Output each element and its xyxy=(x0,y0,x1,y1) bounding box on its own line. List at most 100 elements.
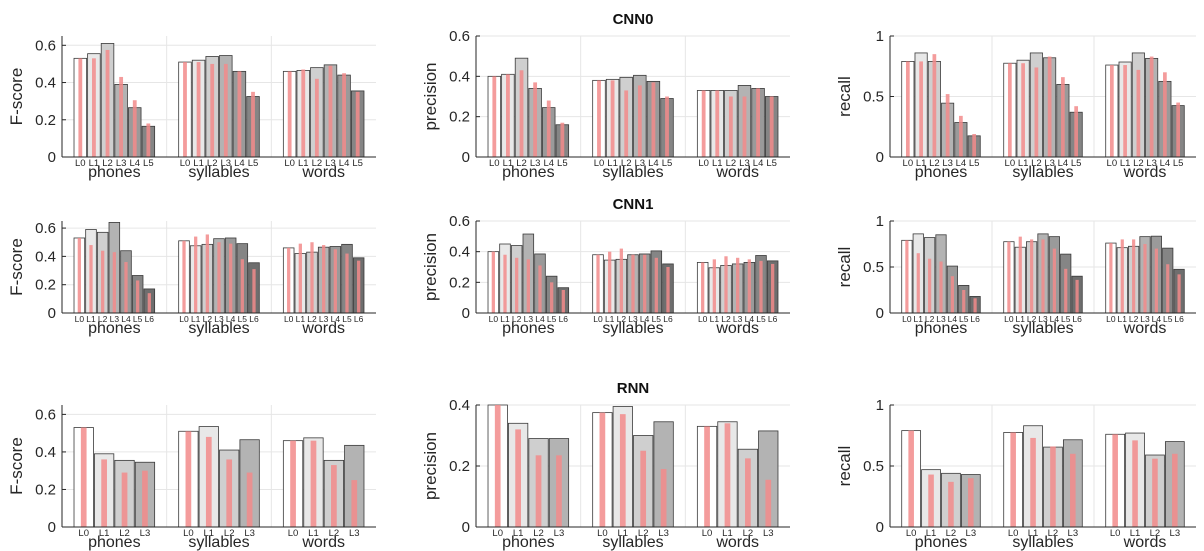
overlay-bar-phones-l0 xyxy=(905,61,910,157)
level-label: L3 xyxy=(110,314,120,324)
level-label: L3 xyxy=(325,158,336,169)
group-label-phones: phones xyxy=(502,164,555,181)
y-tick-label: 0.2 xyxy=(35,481,56,498)
level-label: L3 xyxy=(1140,314,1150,324)
overlay-bar-words-l4 xyxy=(756,88,760,157)
level-label: L2 xyxy=(307,314,317,324)
overlay-bar-phones-l2 xyxy=(535,455,542,527)
level-label: L5 xyxy=(1173,158,1184,169)
level-label: L0 xyxy=(593,314,603,324)
level-label: L5 xyxy=(547,314,557,324)
overlay-bar-words-l1 xyxy=(298,243,302,313)
overlay-bar-words-l6 xyxy=(1177,274,1181,313)
overlay-bar-words-l0 xyxy=(701,90,706,157)
level-label: L2 xyxy=(119,528,130,539)
level-label: L1 xyxy=(1028,528,1039,539)
level-label: L0 xyxy=(597,528,608,539)
overlay-bar-words-l1 xyxy=(712,259,716,313)
overlay-bar-syllables-l1 xyxy=(205,436,212,527)
y-axis-label: precision xyxy=(421,432,440,500)
overlay-bar-phones-l0 xyxy=(78,58,83,157)
overlay-bar-syllables-l5 xyxy=(1064,268,1068,313)
level-label: L0 xyxy=(288,528,299,539)
level-label: L0 xyxy=(1008,528,1019,539)
overlay-bar-words-l2 xyxy=(331,465,337,527)
y-axis-label: F-score xyxy=(7,68,26,126)
level-label: L1 xyxy=(618,528,629,539)
level-label: L5 xyxy=(133,314,143,324)
overlay-bar-syllables-l6 xyxy=(252,269,256,313)
level-label: L4 xyxy=(339,158,350,169)
overlay-bar-syllables-l3 xyxy=(660,469,667,527)
overlay-bar-phones-l1 xyxy=(919,61,923,157)
overlay-bar-phones-l3 xyxy=(119,76,124,157)
level-label: L2 xyxy=(1133,158,1144,169)
level-label: L3 xyxy=(349,528,360,539)
overlay-bar-phones-l3 xyxy=(556,455,562,527)
overlay-bar-words-l5 xyxy=(1166,264,1170,313)
overlay-bar-syllables-l0 xyxy=(182,240,186,313)
overlay-bar-syllables-l5 xyxy=(665,96,669,157)
level-label: L1 xyxy=(607,158,618,169)
level-label: L3 xyxy=(524,314,534,324)
level-label: L5 xyxy=(352,158,363,169)
level-label: L5 xyxy=(1061,314,1071,324)
overlay-bar-phones-l6 xyxy=(147,293,151,313)
group-label-syllables: syllables xyxy=(602,534,663,551)
level-label: L3 xyxy=(1068,528,1079,539)
level-label: L1 xyxy=(308,528,319,539)
overlay-bar-syllables-l0 xyxy=(183,62,187,157)
overlay-bar-syllables-l1 xyxy=(196,62,201,157)
group-label-syllables: syllables xyxy=(602,320,663,337)
level-label: L5 xyxy=(342,314,352,324)
y-tick-label: 0 xyxy=(462,305,470,322)
group-label-syllables: syllables xyxy=(1012,164,1073,181)
level-label: L4 xyxy=(640,314,650,324)
overlay-bar-words-l2 xyxy=(314,78,319,157)
group-label-phones: phones xyxy=(88,320,141,337)
level-label: L2 xyxy=(102,158,113,169)
level-label: L3 xyxy=(116,158,127,169)
y-axis-label: precision xyxy=(421,62,440,130)
level-label: L3 xyxy=(1044,158,1055,169)
level-label: L0 xyxy=(75,314,85,324)
level-label: L3 xyxy=(658,528,669,539)
level-label: L2 xyxy=(946,528,957,539)
level-label: L0 xyxy=(492,528,503,539)
level-label: L0 xyxy=(1004,314,1014,324)
overlay-bar-words-l4 xyxy=(333,249,337,313)
overlay-bar-words-l5 xyxy=(345,253,349,313)
overlay-bar-words-l0 xyxy=(701,262,705,313)
y-tick-label: 0.2 xyxy=(449,109,470,126)
level-label: L0 xyxy=(489,314,499,324)
panel-title: CNN0 xyxy=(613,11,654,28)
level-label: L5 xyxy=(756,314,766,324)
overlay-bar-phones-l1 xyxy=(503,254,507,313)
group-label-words: words xyxy=(1123,320,1167,337)
overlay-bar-words-l2 xyxy=(1152,458,1158,527)
overlay-bar-words-l5 xyxy=(769,96,774,157)
level-label: L2 xyxy=(925,314,935,324)
overlay-bar-words-l1 xyxy=(1123,65,1127,157)
overlay-bar-words-l1 xyxy=(310,440,317,527)
level-label: L3 xyxy=(530,158,541,169)
overlay-bar-words-l4 xyxy=(1163,72,1167,157)
level-label: L2 xyxy=(743,528,754,539)
level-label: L1 xyxy=(99,528,110,539)
overlay-bar-syllables-l1 xyxy=(1018,236,1022,313)
level-label: L0 xyxy=(903,158,914,169)
y-tick-label: 0 xyxy=(462,149,470,166)
level-label: L5 xyxy=(238,314,248,324)
overlay-bar-words-l2 xyxy=(310,242,314,313)
level-label: L0 xyxy=(698,314,708,324)
level-label: L1 xyxy=(513,528,524,539)
level-label: L5 xyxy=(662,158,673,169)
level-label: L6 xyxy=(970,314,980,324)
level-label: L1 xyxy=(1120,158,1131,169)
group-label-words: words xyxy=(1123,164,1167,181)
level-label: L1 xyxy=(712,158,723,169)
overlay-bar-syllables-l6 xyxy=(1075,279,1079,313)
